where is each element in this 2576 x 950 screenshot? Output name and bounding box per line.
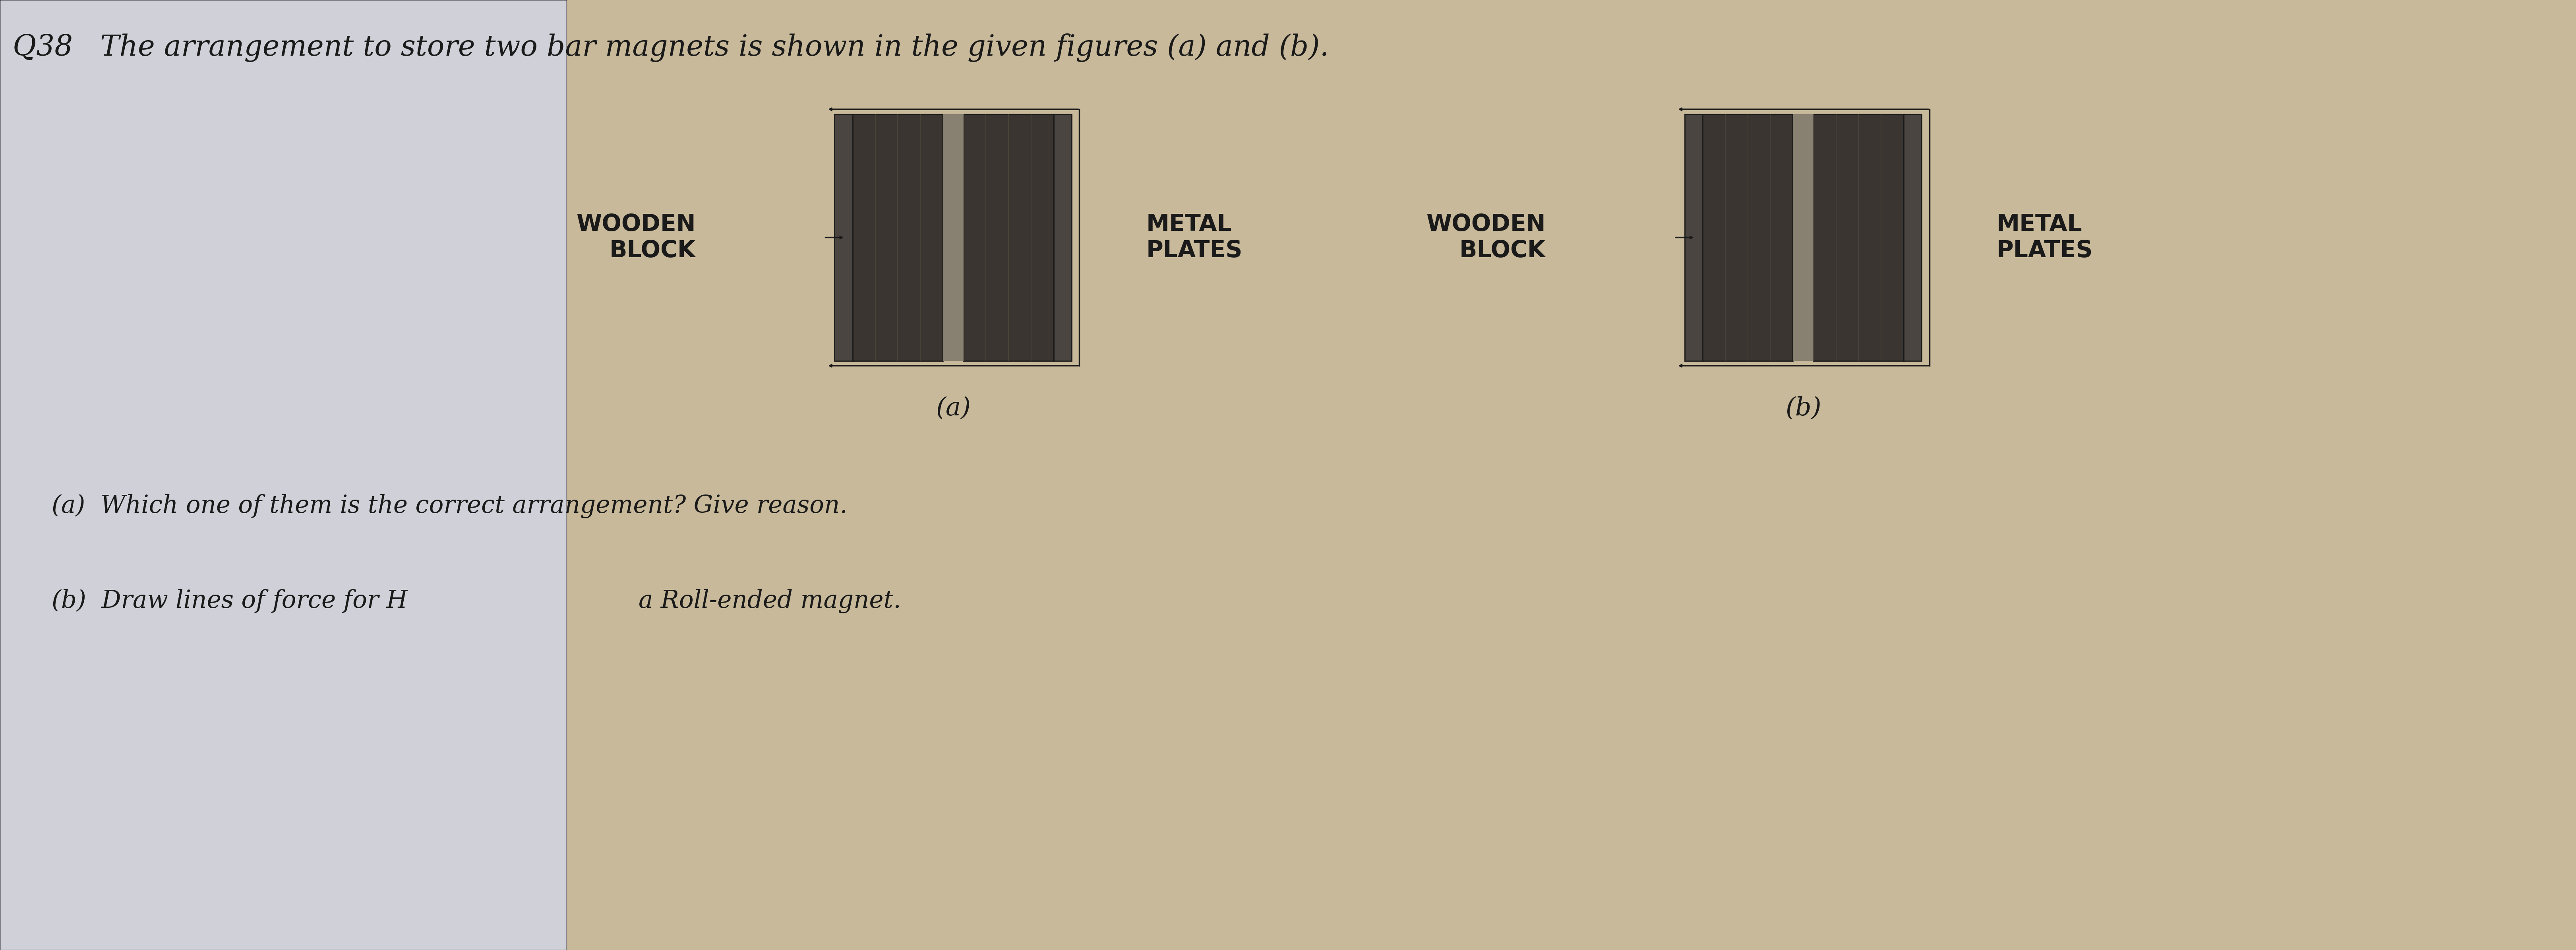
Bar [963,114,1054,361]
Bar [1793,114,1814,361]
Text: (a)  Which one of them is the correct arrangement? Give reason.: (a) Which one of them is the correct arr… [52,494,848,519]
Text: METAL
PLATES: METAL PLATES [1996,213,2092,262]
Text: Q38   The arrangement to store two bar magnets is shown in the given figures (a): Q38 The arrangement to store two bar mag… [13,33,1329,62]
Bar [1814,114,1904,361]
Bar [943,114,963,361]
Bar [853,114,943,361]
Bar [1685,114,1703,361]
Bar [1703,114,1793,361]
Text: (a): (a) [935,396,971,421]
Text: WOODEN
BLOCK: WOODEN BLOCK [1427,213,1546,262]
Text: (b): (b) [1785,396,1821,421]
Text: METAL
PLATES: METAL PLATES [1146,213,1242,262]
Bar [1054,114,1072,361]
Bar [1904,114,1922,361]
FancyBboxPatch shape [0,0,567,950]
Text: (b)  Draw lines of force for H                              a Roll-ended magnet.: (b) Draw lines of force for H a Roll-end… [52,589,902,614]
Bar [835,114,853,361]
Text: WOODEN
BLOCK: WOODEN BLOCK [577,213,696,262]
